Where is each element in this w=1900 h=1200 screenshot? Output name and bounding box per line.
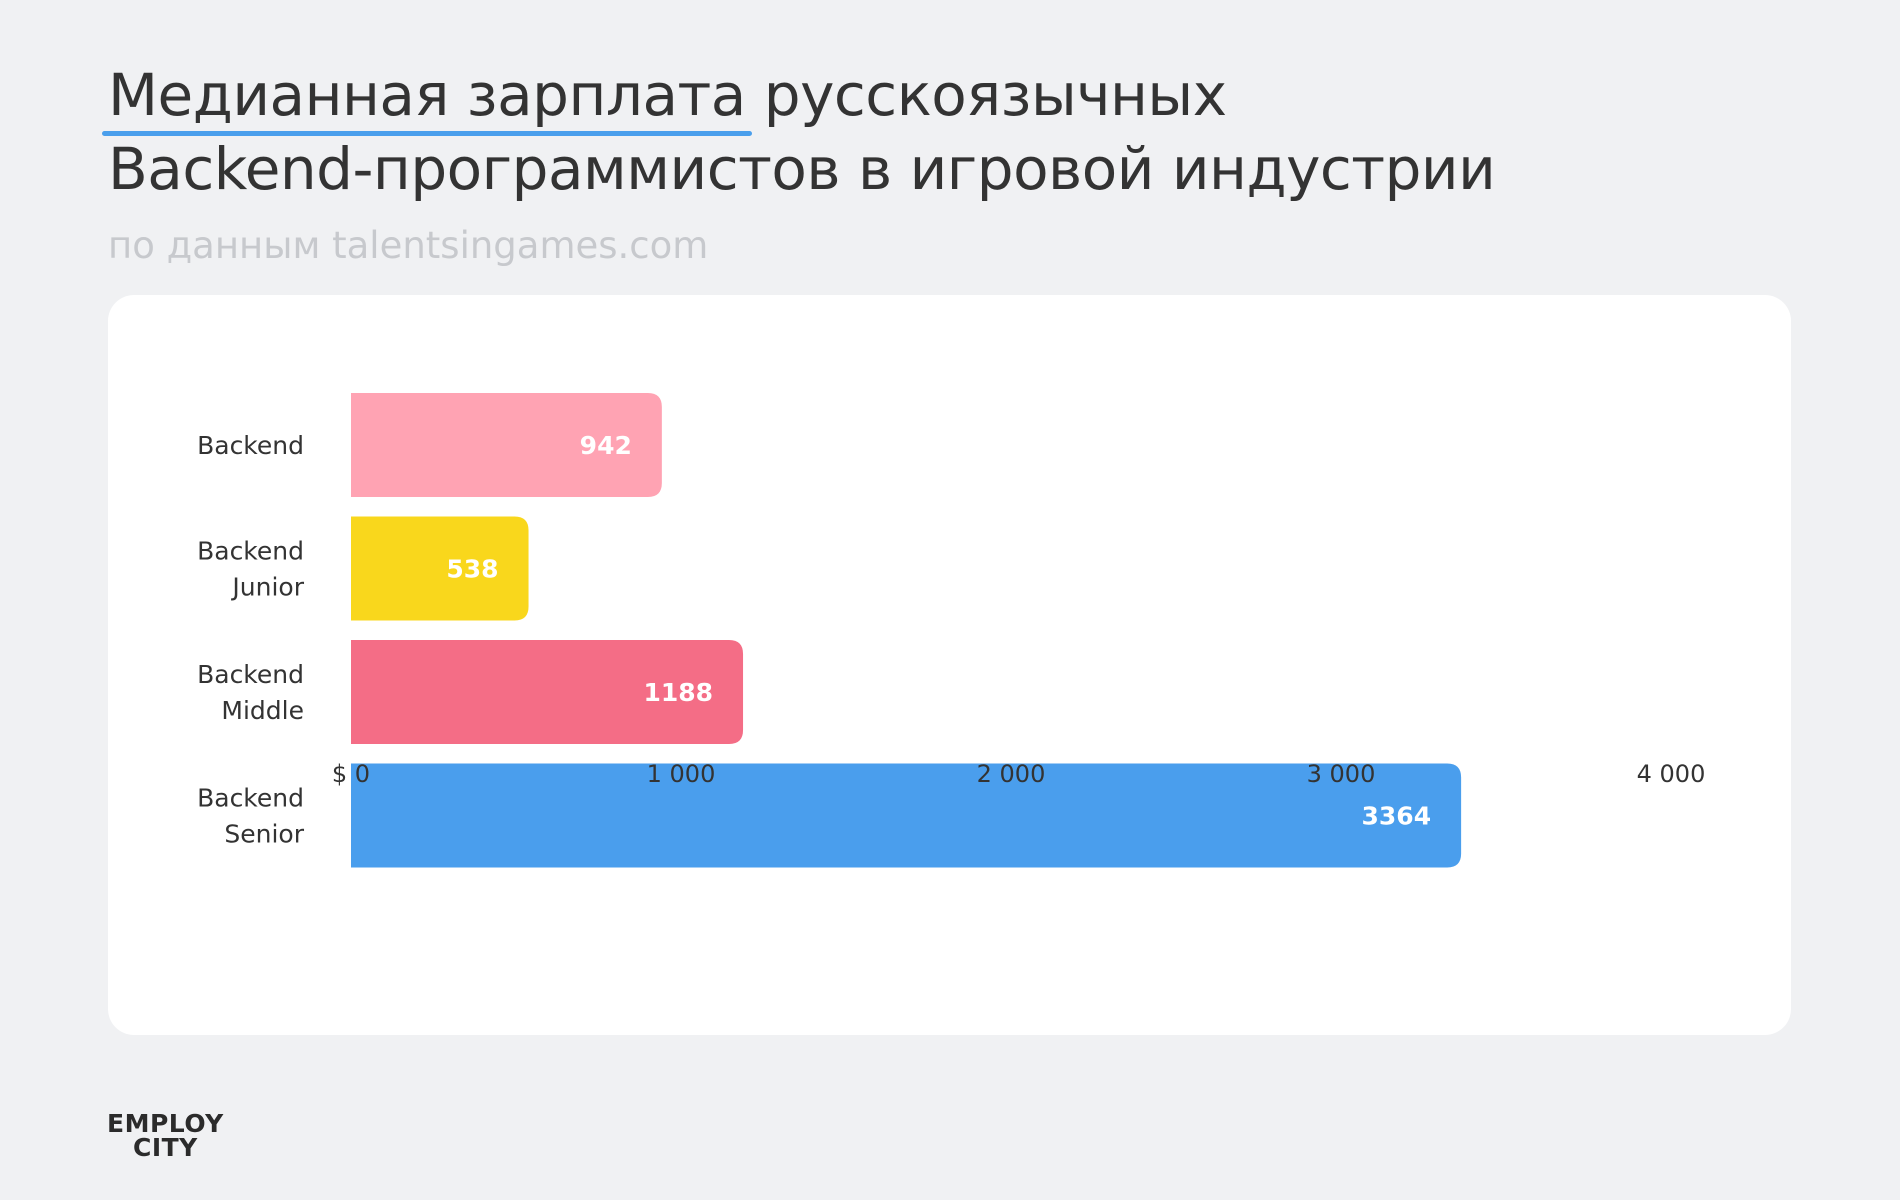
bar [351, 763, 1462, 868]
title-block: Медианная зарплата русскоязычных Backend… [102, 58, 1808, 268]
x-tick-label: 3 000 [1307, 760, 1376, 788]
x-tick-label: 4 000 [1637, 760, 1706, 788]
chart-card: 942 Backend 538 Backend Junior 1188 Backend Mid… [108, 295, 1791, 1035]
x-tick-label: 1 000 [647, 760, 716, 788]
bar-value-label: 3364 [1362, 802, 1432, 831]
bar-chart: 942 Backend 538 Backend Junior 1188 Backend Mid… [197, 393, 1706, 868]
bar [351, 516, 529, 621]
chart-title-line-2: Backend-программистов в игровой индустри… [108, 135, 1496, 203]
bar [351, 640, 744, 744]
title-underline [102, 131, 752, 136]
category-label: Backend [197, 537, 304, 566]
chart-title-emphasis: Медианная зарплата [102, 58, 752, 136]
bar-value-label: 1188 [643, 678, 713, 707]
category-label: Middle [221, 696, 304, 725]
chart-title-rest: русскоязычных [763, 61, 1227, 129]
category-label: Backend [197, 660, 304, 689]
category-label: Senior [224, 820, 304, 849]
category-label: Junior [230, 573, 304, 602]
category-label: Backend [197, 431, 304, 460]
employ-city-logo: EMPLOY CITY [107, 1109, 224, 1162]
x-tick-label: 2 000 [977, 760, 1046, 788]
logo-line-1: EMPLOY [107, 1109, 224, 1138]
bar-value-label: 942 [580, 431, 632, 460]
chart-title-line-1: Медианная зарплата русскоязычных [102, 58, 1808, 136]
chart-subtitle: по данным talentsingames.com [108, 224, 709, 267]
x-tick-label: $ 0 [332, 760, 370, 788]
category-label: Backend [197, 784, 304, 813]
bar-value-label: 538 [446, 555, 498, 584]
bar [351, 393, 662, 497]
chart-title-emphasis-text: Медианная зарплата [108, 61, 746, 129]
logo-line-2: CITY [132, 1133, 198, 1162]
